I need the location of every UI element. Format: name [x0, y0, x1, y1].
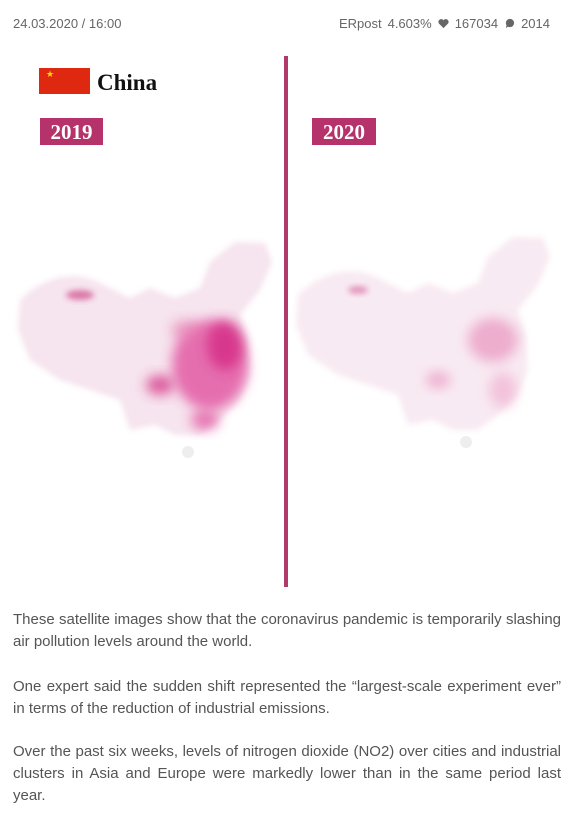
map-2020	[296, 237, 550, 448]
country: China	[97, 70, 158, 95]
paragraph: Over the past six weeks, levels of nitro…	[13, 743, 561, 804]
satellite-image: ★ China 2019 2020	[0, 50, 577, 595]
label-box	[312, 118, 376, 145]
svg-text:★: ★	[46, 69, 54, 79]
flag	[39, 68, 90, 94]
likes: 167034	[454, 16, 499, 31]
rate: 4.603%	[387, 16, 432, 31]
paragraph: One expert said the sudden shift represe…	[13, 678, 561, 717]
map-2019	[18, 242, 272, 458]
comment-icon[interactable]	[504, 18, 515, 29]
year-label: 2020	[323, 120, 365, 144]
source[interactable]: ERpost	[338, 16, 382, 31]
year-label: 2019	[51, 120, 93, 144]
post-date: 24.03.2020 / 16:00	[13, 16, 122, 31]
paragraph: These satellite images show that the cor…	[13, 611, 561, 650]
label-box	[40, 118, 103, 145]
heart-icon[interactable]	[438, 18, 449, 29]
post-stats: ERpost 4.603% 167034 2014	[339, 16, 550, 31]
comments: 2014	[521, 16, 550, 31]
